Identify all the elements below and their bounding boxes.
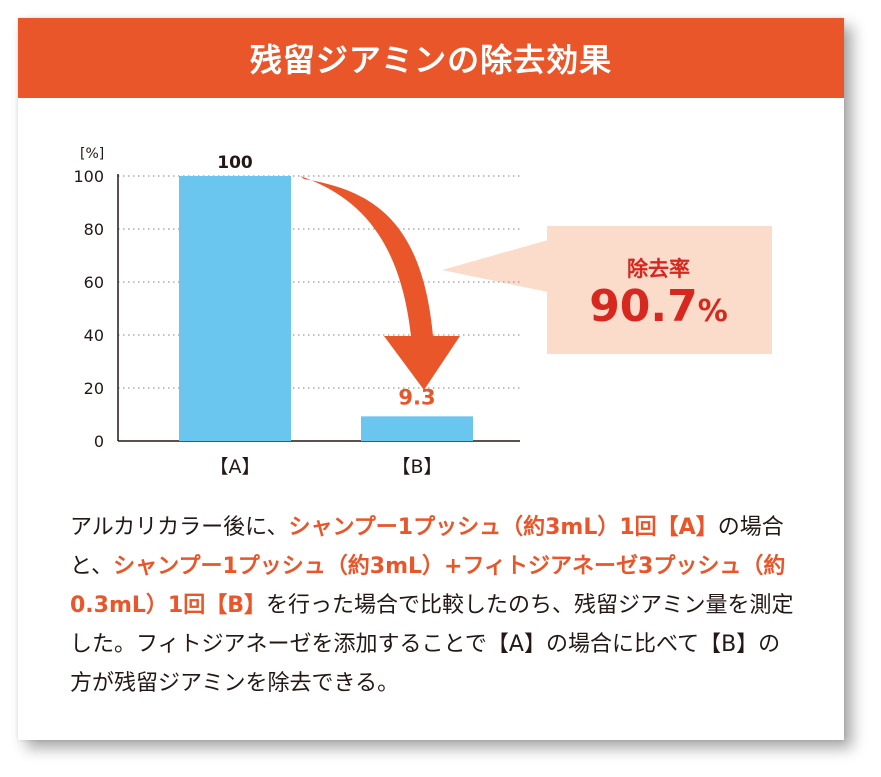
infographic-card: 残留ジアミンの除去効果 0 20 40 60 80 100 [%] 【A】 【B】 100 9.3 … [18, 18, 844, 740]
y-tick-label: 20 [84, 379, 104, 398]
highlight-text: シャンプー1プッシュ（約3mL）1回【A】 [288, 515, 718, 540]
callout-unit: % [697, 294, 728, 329]
x-tick-label: 【A】 [210, 456, 261, 478]
body-text: の場合と、 [70, 515, 784, 579]
y-axis-label: [%] [80, 146, 104, 162]
y-tick-label: 0 [94, 432, 104, 451]
decrease-arrow [300, 176, 460, 390]
body-text: アルカリカラー後に、 [70, 515, 289, 540]
callout-value: 90.7% [547, 283, 770, 336]
title-banner: 残留ジアミンの除去効果 [18, 18, 844, 98]
removal-rate-callout: 除去率 90.7% [547, 233, 770, 336]
y-tick-label: 100 [73, 167, 104, 186]
bar [361, 416, 473, 441]
body-text: を行った場合で比較したのち、残留ジアミン量を測定した。フィトジアネーゼを添加する… [70, 593, 794, 696]
data-label: 100 [217, 153, 253, 173]
callout-number: 90.7 [589, 281, 698, 332]
y-tick-label: 60 [84, 273, 104, 292]
callout-pointer [442, 240, 548, 292]
description-text: アルカリカラー後に、シャンプー1プッシュ（約3mL）1回【A】の場合と、シャンプ… [70, 508, 800, 703]
bar-chart: 0 20 40 60 80 100 [%] 【A】 【B】 100 9.3 [73, 146, 772, 478]
page-title: 残留ジアミンの除去効果 [249, 41, 613, 79]
y-tick-label: 80 [84, 220, 104, 239]
x-tick-label: 【B】 [391, 456, 442, 478]
callout-box [547, 226, 772, 354]
bar [179, 176, 291, 441]
callout-label: 除去率 [627, 257, 690, 281]
data-label: 9.3 [398, 385, 435, 409]
y-tick-label: 40 [84, 326, 104, 345]
highlight-text: シャンプー1プッシュ（約3mL）+フィトジアネーゼ3プッシュ（約0.3mL）1回… [70, 554, 786, 618]
